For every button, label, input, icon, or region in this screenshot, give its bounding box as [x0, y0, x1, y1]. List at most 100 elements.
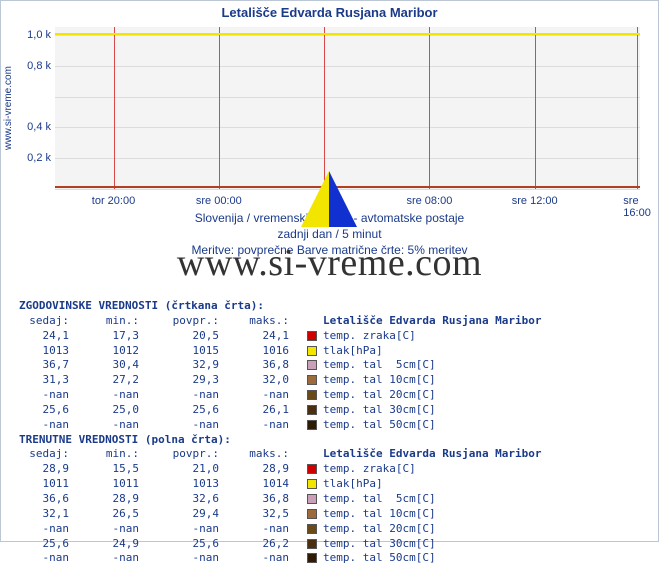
val-sedaj: 1011: [19, 477, 69, 492]
val-povpr: -nan: [139, 551, 219, 566]
val-sedaj: 36,6: [19, 492, 69, 507]
series-label: tlak[hPa]: [323, 344, 383, 357]
val-sedaj: 32,1: [19, 507, 69, 522]
table-row: 31,327,229,332,0temp. tal 10cm[C]: [19, 373, 646, 388]
hist-col-header: sedaj:min.:povpr.:maks.:Letališče Edvard…: [19, 314, 646, 329]
legend-swatch: [307, 375, 317, 385]
legend-swatch: [307, 479, 317, 489]
val-sedaj: 28,9: [19, 462, 69, 477]
series-label: temp. tal 10cm[C]: [323, 373, 436, 386]
series-label: temp. tal 20cm[C]: [323, 388, 436, 401]
series-label: temp. tal 5cm[C]: [323, 492, 436, 505]
legend-swatch: [307, 553, 317, 563]
legend-title: Letališče Edvarda Rusjana Maribor: [323, 314, 542, 327]
val-maks: 36,8: [219, 358, 289, 373]
val-maks: 26,1: [219, 403, 289, 418]
val-povpr: 32,9: [139, 358, 219, 373]
table-row: 1013101210151016tlak[hPa]: [19, 344, 646, 359]
table-row: 32,126,529,432,5temp. tal 10cm[C]: [19, 507, 646, 522]
col-min: min.:: [69, 447, 139, 462]
val-min: 15,5: [69, 462, 139, 477]
val-maks: 1016: [219, 344, 289, 359]
hist-header: ZGODOVINSKE VREDNOSTI (črtkana črta):: [19, 299, 646, 314]
chart-caption-1: Slovenija / vremenski podatki - avtomats…: [1, 211, 658, 225]
series-line: [55, 186, 640, 188]
val-povpr: -nan: [139, 418, 219, 433]
series-label: temp. zraka[C]: [323, 462, 416, 475]
col-sedaj: sedaj:: [19, 447, 69, 462]
x-tick-label: s: [321, 195, 327, 207]
report-frame: Letališče Edvarda Rusjana Maribor www.si…: [0, 0, 659, 542]
val-min: 26,5: [69, 507, 139, 522]
chart-background: [55, 27, 640, 189]
curr-col-header: sedaj:min.:povpr.:maks.:Letališče Edvard…: [19, 447, 646, 462]
val-min: -nan: [69, 388, 139, 403]
val-povpr: 25,6: [139, 537, 219, 552]
series-label: tlak[hPa]: [323, 477, 383, 490]
val-sedaj: 36,7: [19, 358, 69, 373]
val-min: 24,9: [69, 537, 139, 552]
legend-swatch: [307, 346, 317, 356]
table-row: 36,730,432,936,8temp. tal 5cm[C]: [19, 358, 646, 373]
val-povpr: 1015: [139, 344, 219, 359]
table-row: 28,915,521,028,9temp. zraka[C]: [19, 462, 646, 477]
col-povpr: povpr.:: [139, 447, 219, 462]
legend-swatch: [307, 539, 317, 549]
y-tick-label: 0,8 k: [21, 60, 51, 72]
col-maks: maks.:: [219, 447, 289, 462]
val-povpr: 29,4: [139, 507, 219, 522]
series-label: temp. zraka[C]: [323, 329, 416, 342]
val-maks: -nan: [219, 551, 289, 566]
legend-swatch: [307, 420, 317, 430]
table-row: 1011101110131014tlak[hPa]: [19, 477, 646, 492]
chart-title: Letališče Edvarda Rusjana Maribor: [1, 1, 658, 20]
val-sedaj: 31,3: [19, 373, 69, 388]
val-povpr: 21,0: [139, 462, 219, 477]
series-label: temp. tal 30cm[C]: [323, 537, 436, 550]
x-tick-label: tor 20:00: [92, 195, 135, 207]
val-sedaj: 1013: [19, 344, 69, 359]
legend-swatch: [307, 509, 317, 519]
legend-swatch: [307, 494, 317, 504]
col-min: min.:: [69, 314, 139, 329]
val-povpr: -nan: [139, 388, 219, 403]
val-maks: 32,0: [219, 373, 289, 388]
val-sedaj: 25,6: [19, 537, 69, 552]
val-min: 27,2: [69, 373, 139, 388]
y-axis-side-label: www.si-vreme.com: [3, 27, 17, 189]
table-row: 24,117,320,524,1temp. zraka[C]: [19, 329, 646, 344]
legend-swatch: [307, 390, 317, 400]
table-row: 36,628,932,636,8temp. tal 5cm[C]: [19, 492, 646, 507]
series-label: temp. tal 50cm[C]: [323, 418, 436, 431]
val-min: 28,9: [69, 492, 139, 507]
val-sedaj: -nan: [19, 388, 69, 403]
table-row: -nan-nan-nan-nantemp. tal 20cm[C]: [19, 388, 646, 403]
table-row: -nan-nan-nan-nantemp. tal 50cm[C]: [19, 551, 646, 566]
table-row: -nan-nan-nan-nantemp. tal 20cm[C]: [19, 522, 646, 537]
series-label: temp. tal 5cm[C]: [323, 358, 436, 371]
col-maks: maks.:: [219, 314, 289, 329]
legend-swatch: [307, 464, 317, 474]
x-tick-label: sre 12:00: [512, 195, 558, 207]
val-maks: -nan: [219, 522, 289, 537]
val-min: 17,3: [69, 329, 139, 344]
val-maks: 32,5: [219, 507, 289, 522]
legend-swatch: [307, 405, 317, 415]
val-sedaj: -nan: [19, 418, 69, 433]
legend-swatch: [307, 360, 317, 370]
val-maks: 26,2: [219, 537, 289, 552]
val-min: -nan: [69, 522, 139, 537]
chart-caption-2: zadnji dan / 5 minut: [1, 227, 658, 241]
val-povpr: 32,6: [139, 492, 219, 507]
legend-swatch: [307, 524, 317, 534]
chart-caption-3: Meritve: povprečne Barve matrične črte: …: [1, 243, 658, 257]
series-label: temp. tal 20cm[C]: [323, 522, 436, 535]
val-maks: -nan: [219, 418, 289, 433]
val-sedaj: 24,1: [19, 329, 69, 344]
series-line: [55, 33, 640, 35]
table-row: -nan-nan-nan-nantemp. tal 50cm[C]: [19, 418, 646, 433]
y-tick-label: 0,2 k: [21, 152, 51, 164]
val-maks: 28,9: [219, 462, 289, 477]
val-povpr: 25,6: [139, 403, 219, 418]
val-min: -nan: [69, 551, 139, 566]
